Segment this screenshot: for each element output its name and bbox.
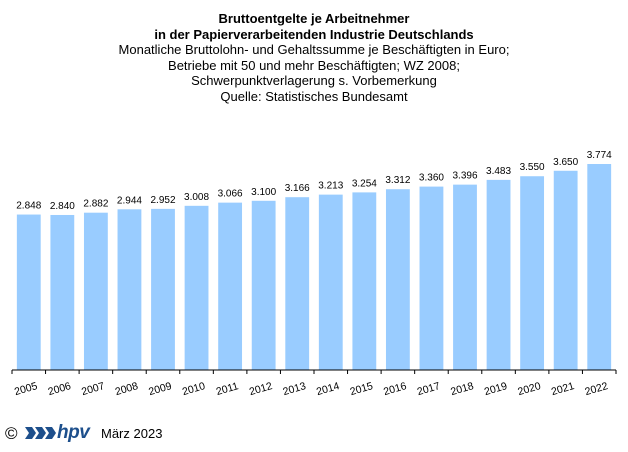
value-label-2019: 3.483 bbox=[486, 166, 511, 177]
bar-2014 bbox=[318, 194, 343, 370]
chart-subtitle-2: Betriebe mit 50 und mehr Beschäftigten; … bbox=[168, 57, 460, 73]
x-tick-label-2015: 2015 bbox=[349, 380, 375, 398]
bar-2012 bbox=[251, 200, 276, 370]
value-label-2014: 3.213 bbox=[318, 181, 343, 192]
x-tick-label-2007: 2007 bbox=[80, 380, 106, 398]
x-tick-label-2018: 2018 bbox=[449, 380, 475, 398]
x-tick-label-2012: 2012 bbox=[248, 380, 274, 398]
footer-date: März 2023 bbox=[101, 426, 163, 441]
bar-2013 bbox=[285, 197, 310, 370]
bar-2009 bbox=[151, 208, 175, 370]
chart-title: Bruttoentgelte je Arbeitnehmer bbox=[218, 11, 410, 26]
x-tick-label-2020: 2020 bbox=[516, 380, 542, 398]
value-label-2012: 3.100 bbox=[251, 187, 276, 198]
x-tick-label-2006: 2006 bbox=[47, 380, 73, 398]
hpv-wave-logo-icon bbox=[25, 427, 56, 439]
bar-2006 bbox=[50, 214, 75, 370]
footer: © hpv März 2023 bbox=[5, 422, 305, 445]
bar-2019 bbox=[486, 179, 511, 370]
x-tick-label-2019: 2019 bbox=[483, 380, 509, 398]
chart-title-line2: in der Papierverarbeitenden Industrie De… bbox=[154, 26, 474, 42]
chart-subtitle-3: Schwerpunktverlagerung s. Vorbemerkung bbox=[191, 73, 437, 88]
x-tick-label-2009: 2009 bbox=[147, 380, 173, 398]
value-label-2016: 3.312 bbox=[385, 175, 410, 186]
value-label-2005: 2.848 bbox=[16, 201, 41, 212]
x-tick-label-2008: 2008 bbox=[114, 380, 140, 398]
x-tick-label-2017: 2017 bbox=[416, 380, 442, 398]
value-label-2010: 3.008 bbox=[184, 192, 209, 203]
bar-2008 bbox=[117, 209, 142, 370]
bar-2020 bbox=[520, 176, 545, 370]
value-label-2007: 2.882 bbox=[83, 199, 108, 210]
x-tick-label-2013: 2013 bbox=[282, 380, 308, 398]
value-labels-group: 2.848 2.840 2.882 2.944 2.952 3.008 3.066 3.100… bbox=[16, 150, 612, 212]
x-tick-label-2022: 2022 bbox=[584, 380, 610, 398]
value-label-2009: 2.952 bbox=[150, 195, 175, 206]
bar-2022 bbox=[587, 164, 612, 370]
value-label-2021: 3.650 bbox=[553, 157, 578, 168]
x-tick-label-2014: 2014 bbox=[315, 380, 341, 398]
brand-logo-text: hpv bbox=[57, 422, 90, 443]
x-tick-label-2011: 2011 bbox=[215, 380, 240, 398]
chart-subtitle-1: Monatliche Bruttolohn- und Gehaltssumme … bbox=[118, 42, 510, 57]
value-label-2008: 2.944 bbox=[117, 195, 142, 206]
x-tick-labels-group: 2005 2006 2007 2008 2009 2010 2011 2012 2013 2014… bbox=[13, 380, 609, 398]
bar-2015 bbox=[352, 192, 377, 370]
bar-2021 bbox=[553, 170, 578, 370]
bar-2010 bbox=[184, 205, 209, 370]
bar-2018 bbox=[453, 184, 477, 370]
x-tick-label-2016: 2016 bbox=[382, 380, 408, 398]
value-label-2006: 2.840 bbox=[50, 201, 75, 212]
bar-2016 bbox=[385, 189, 410, 370]
value-label-2020: 3.550 bbox=[520, 162, 545, 173]
value-label-2018: 3.396 bbox=[452, 171, 477, 182]
value-label-2013: 3.166 bbox=[285, 183, 310, 194]
bar-2011 bbox=[218, 202, 243, 370]
value-label-2022: 3.774 bbox=[587, 150, 612, 161]
bar-2007 bbox=[83, 212, 108, 370]
value-label-2015: 3.254 bbox=[352, 178, 377, 189]
x-tick-label-2010: 2010 bbox=[181, 380, 207, 398]
x-tick-group bbox=[11, 370, 617, 374]
value-label-2017: 3.360 bbox=[419, 173, 444, 184]
copyright-symbol: © bbox=[5, 424, 18, 443]
x-tick-label-2005: 2005 bbox=[13, 380, 39, 398]
bar-2005 bbox=[16, 214, 41, 370]
value-label-2011: 3.066 bbox=[218, 189, 243, 200]
chart-titles: Bruttoentgelte je Arbeitnehmer in der Pa… bbox=[0, 11, 628, 104]
bars-group bbox=[16, 164, 612, 370]
bar-2017 bbox=[419, 186, 444, 370]
chart-subtitle-source: Quelle: Statistisches Bundesamt bbox=[220, 88, 408, 104]
x-tick-label-2021: 2021 bbox=[550, 380, 576, 398]
